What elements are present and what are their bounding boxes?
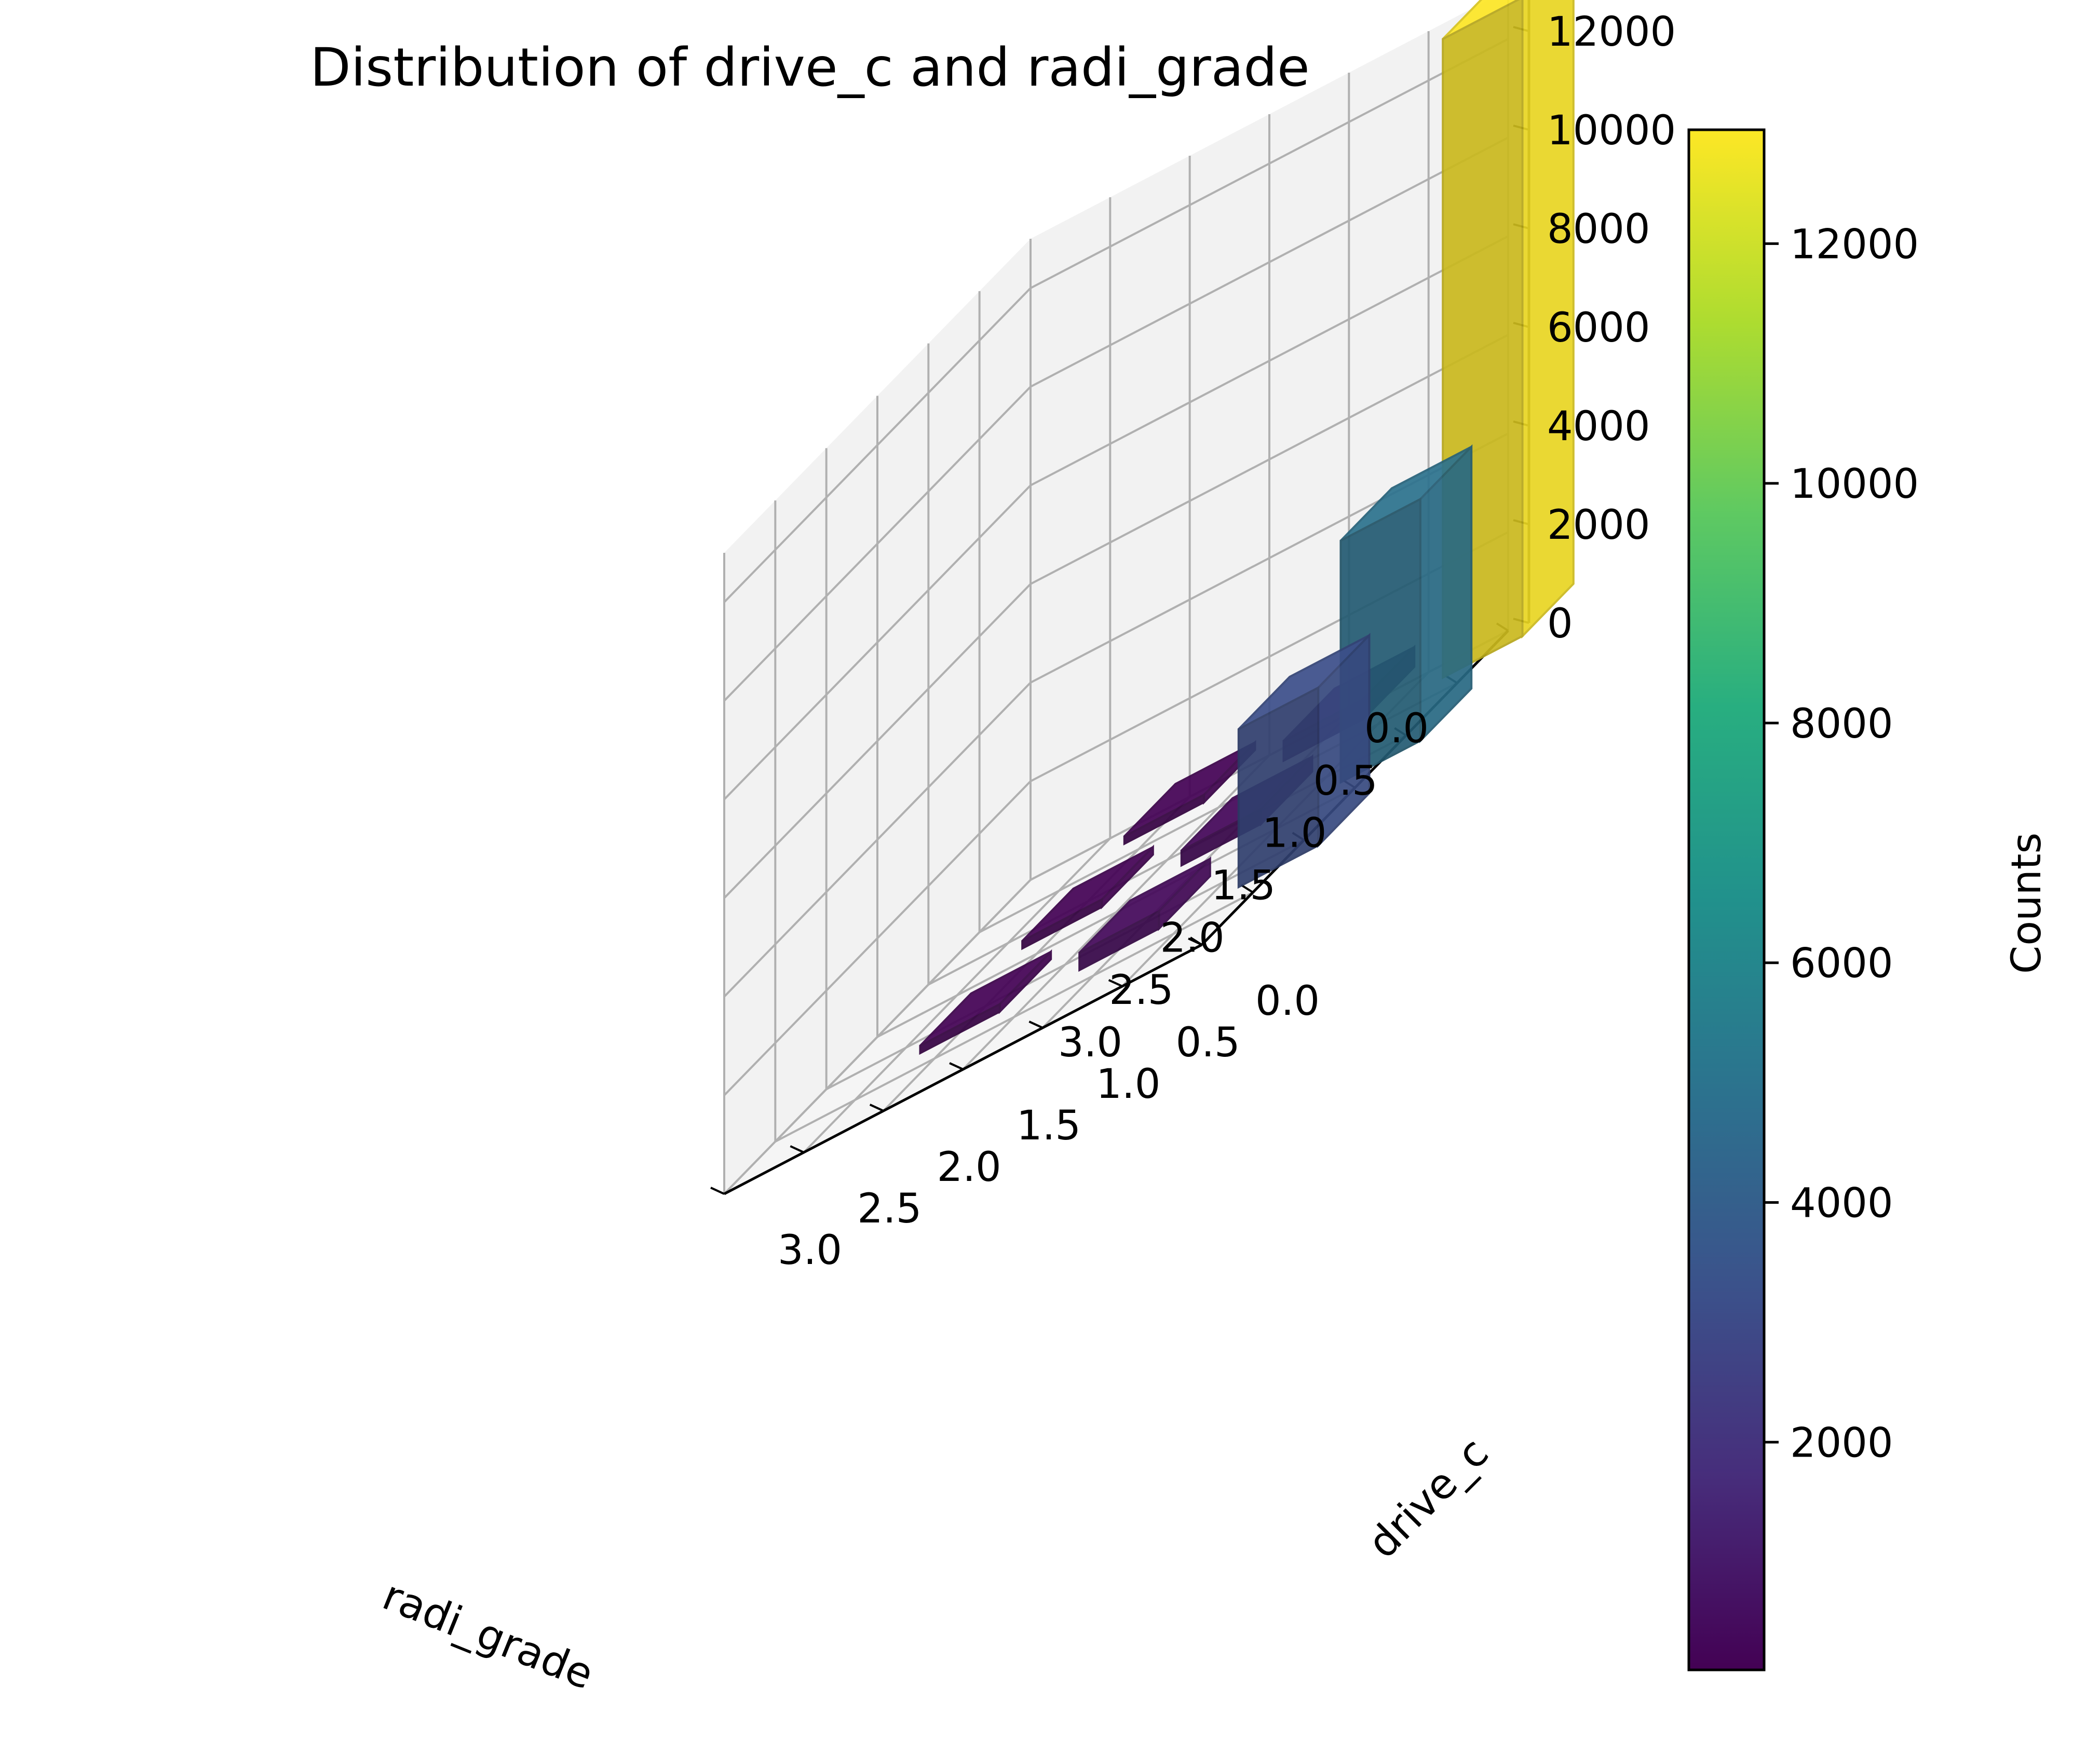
z-tick-label: 0 xyxy=(1547,601,1573,647)
x-tick-label: 2.5 xyxy=(1109,967,1173,1014)
colorbar-tick-label: 6000 xyxy=(1790,941,1893,987)
bar-side-face xyxy=(1021,898,1103,950)
grid-line-z-right xyxy=(1030,235,1509,486)
z-tick-label: 4000 xyxy=(1547,403,1650,450)
grid-line-z-right xyxy=(1030,38,1509,289)
grid-line-y-floor xyxy=(883,796,1191,1112)
x-tick-label: 0.5 xyxy=(1313,758,1378,805)
bars xyxy=(919,0,1575,1055)
grid-line-y-floor xyxy=(803,837,1111,1153)
y-tick xyxy=(869,1104,884,1112)
z-tick-label: 10000 xyxy=(1547,107,1676,154)
z-tick-label: 6000 xyxy=(1547,305,1650,351)
y-tick xyxy=(790,1145,805,1153)
y-tick xyxy=(1188,937,1202,946)
x-tick-label: 3.0 xyxy=(1058,1019,1122,1066)
bar-side-face xyxy=(1123,793,1205,846)
grid-line-z-right xyxy=(1030,334,1509,585)
bar-front-face xyxy=(1419,444,1473,744)
y-tick-label: 2.5 xyxy=(857,1186,922,1232)
colorbar-ticks: 2000 4000 6000 8000 10000 12000 xyxy=(1764,221,1919,1466)
y-tick-label: 3.0 xyxy=(778,1227,842,1274)
bar xyxy=(1339,444,1473,784)
x-axis-label: radi_grade xyxy=(376,1571,600,1698)
grid-line-z-left xyxy=(723,879,1032,1195)
x-tick-label: 1.0 xyxy=(1262,810,1326,857)
colorbar-tick-label: 8000 xyxy=(1790,701,1893,747)
y-tick xyxy=(949,1062,964,1070)
bar-side-face xyxy=(1078,909,1160,972)
grid-line-z-left xyxy=(723,682,1032,998)
colorbar-gradient xyxy=(1687,128,1766,1671)
z-tick-label: 2000 xyxy=(1547,502,1650,549)
bar-front-face xyxy=(1521,0,1575,639)
y-tick-label: 2.0 xyxy=(937,1144,1001,1191)
colorbar-tick-label: 2000 xyxy=(1790,1420,1893,1466)
y-tick-label: 0.0 xyxy=(1255,978,1320,1025)
y-tick-label: 0.5 xyxy=(1176,1019,1240,1066)
colorbar-tick-label: 4000 xyxy=(1790,1180,1893,1227)
chart-title: Distribution of drive_c and radi_grade xyxy=(310,37,1309,99)
bar xyxy=(1021,845,1154,950)
tick-labels: 0.0 0.5 1.0 1.5 2.0 2.5 3.0 0.0 0.5 1.0 1.5 2.0 2.5 3… xyxy=(778,9,1676,1274)
y-tick-label: 1.0 xyxy=(1096,1061,1160,1108)
y-tick xyxy=(1108,979,1123,987)
y-tick xyxy=(1028,1021,1044,1029)
z-tick-label: 8000 xyxy=(1547,206,1650,253)
bar xyxy=(1078,856,1211,972)
x-tick xyxy=(1241,884,1254,893)
y-axis-label: drive_c xyxy=(1358,1428,1497,1567)
grid-line-z-left xyxy=(723,583,1032,899)
y-tick xyxy=(710,1187,725,1195)
x-tick-label: 2.0 xyxy=(1160,915,1225,961)
colorbar: 2000 4000 6000 8000 10000 12000 Counts xyxy=(1687,128,2050,1671)
x-tick-label: 0.0 xyxy=(1364,705,1429,752)
bar xyxy=(1237,632,1371,889)
colorbar-tick-label: 10000 xyxy=(1790,461,1919,508)
grid-line-z-left xyxy=(723,780,1032,1096)
colorbar-label: Counts xyxy=(2003,833,2050,974)
grid-line-y-floor xyxy=(962,754,1270,1070)
x-tick-label: 1.5 xyxy=(1211,863,1276,909)
bar-side-face xyxy=(1237,686,1320,889)
z-tick-label: 12000 xyxy=(1547,9,1676,56)
y-tick-label: 1.5 xyxy=(1017,1103,1081,1149)
bar xyxy=(919,949,1052,1055)
colorbar-tick-label: 12000 xyxy=(1790,221,1919,268)
grid-line-z-left xyxy=(723,484,1032,800)
grid-line-z-left xyxy=(723,287,1032,603)
bar-side-face xyxy=(919,1002,1001,1055)
grid-line-z-right xyxy=(1030,137,1509,388)
grid-line-z-left xyxy=(723,386,1032,702)
